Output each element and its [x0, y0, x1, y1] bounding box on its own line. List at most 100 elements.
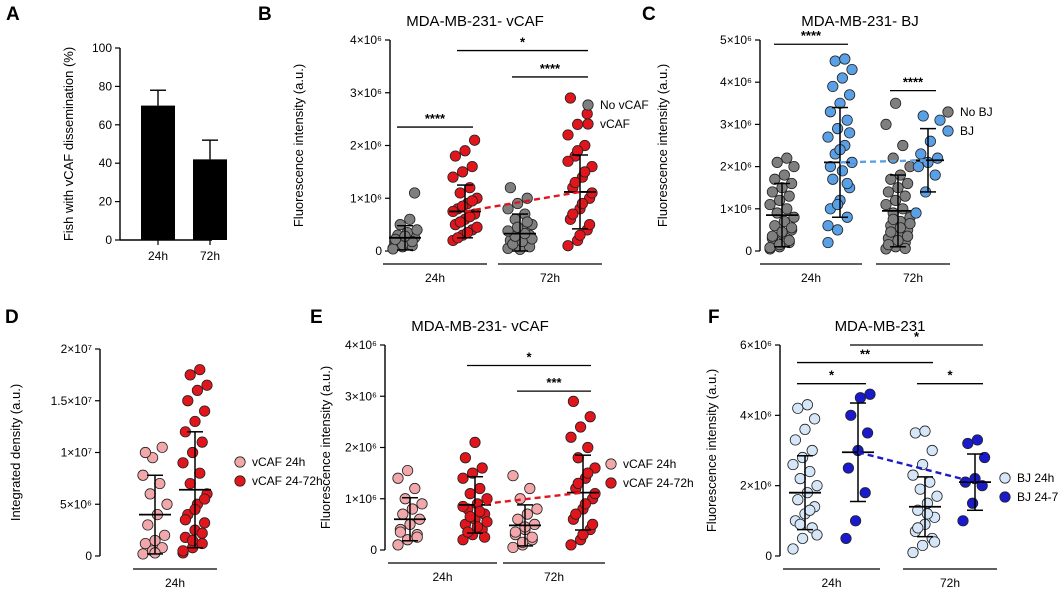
data-point: [521, 508, 534, 520]
data-point: [404, 213, 416, 225]
significance-label: *: [526, 350, 532, 365]
x-group-label: 24h: [801, 271, 821, 285]
significance-label: *: [520, 35, 526, 50]
data-point: [161, 498, 173, 510]
data-point: [582, 467, 594, 479]
data-point: [843, 127, 856, 139]
data-point: [894, 222, 907, 234]
data-point: [471, 221, 483, 233]
data-point: [201, 379, 213, 391]
data-point: [781, 152, 793, 164]
x-group-label: 72h: [903, 271, 923, 285]
y-axis-label: Fluorescence intensity (a.u.): [291, 64, 306, 227]
bar: [193, 159, 227, 240]
data-point: [924, 135, 937, 147]
panel-letter: B: [258, 4, 272, 25]
y-axis-label: Fish with vCAF dissemination (%): [61, 47, 76, 241]
data-point: [904, 217, 916, 230]
panel-letter: A: [6, 4, 20, 25]
data-point: [579, 166, 591, 178]
data-point: [509, 526, 522, 538]
data-point: [569, 176, 581, 189]
panel-letter: D: [5, 307, 19, 328]
data-point: [456, 200, 469, 212]
data-point: [915, 148, 927, 160]
data-point: [978, 451, 991, 464]
data-point: [839, 53, 851, 65]
data-point: [468, 134, 481, 146]
data-point: [924, 476, 936, 488]
data-point: [447, 171, 459, 183]
data-point: [836, 165, 849, 177]
y-tick-label: 60: [99, 118, 113, 132]
legend-marker: [605, 477, 617, 489]
data-point: [822, 131, 834, 143]
data-point: [901, 177, 914, 190]
data-point: [897, 203, 909, 215]
data-point: [794, 473, 806, 485]
x-group-label: 72h: [940, 576, 960, 590]
data-point: [562, 129, 574, 141]
x-group-label: 24h: [432, 570, 452, 584]
data-point: [409, 482, 421, 495]
y-tick-label: 0: [765, 549, 772, 563]
data-point: [887, 213, 899, 225]
significance-label: *: [947, 368, 953, 383]
y-tick-label: 2×10⁶: [740, 479, 772, 493]
bar: [141, 105, 175, 240]
data-point: [577, 529, 589, 541]
legend-marker: [234, 456, 246, 468]
data-point: [389, 233, 401, 245]
data-point: [574, 421, 587, 433]
data-point: [137, 548, 149, 560]
data-point: [880, 118, 892, 131]
data-point: [769, 173, 781, 185]
data-point: [849, 515, 862, 527]
data-point: [392, 472, 404, 484]
data-point: [792, 402, 804, 414]
data-point: [184, 369, 196, 381]
data-point: [567, 395, 580, 407]
data-point: [827, 173, 839, 185]
data-point: [783, 190, 795, 202]
y-tick-label: 1×10⁶: [720, 202, 752, 216]
x-group-label: 24h: [821, 576, 841, 590]
chart-title: MDA-MB-231: [835, 318, 926, 335]
data-point: [769, 220, 781, 232]
data-point: [831, 198, 844, 211]
y-tick-label: 80: [99, 79, 113, 93]
data-point: [567, 208, 579, 220]
y-tick-label: 2×10⁶: [350, 139, 382, 153]
y-tick-label: 4×10⁶: [740, 408, 772, 422]
data-point: [199, 493, 211, 505]
data-point: [476, 462, 488, 474]
x-group-label: 72h: [544, 570, 564, 584]
data-point: [811, 529, 823, 541]
data-point: [570, 508, 582, 520]
data-point: [919, 425, 931, 437]
data-point: [801, 399, 814, 411]
data-point: [808, 413, 821, 425]
x-group-label: 72h: [540, 271, 560, 285]
data-point: [831, 224, 844, 236]
y-tick-label: 1.5×10⁷: [51, 394, 92, 408]
data-point: [582, 441, 594, 454]
data-point: [846, 63, 858, 76]
data-point: [889, 97, 902, 109]
data-point: [916, 539, 929, 552]
data-point: [764, 242, 776, 254]
y-tick-label: 4×10⁶: [345, 338, 377, 352]
data-point: [564, 92, 577, 104]
chart-title: MDA-MB-231- vCAF: [411, 318, 549, 335]
y-tick-label: 0: [105, 233, 112, 247]
data-point: [572, 477, 584, 489]
data-point: [787, 543, 799, 555]
data-point: [461, 226, 473, 239]
data-point: [177, 545, 189, 557]
data-point: [571, 118, 584, 131]
data-point: [794, 518, 806, 530]
data-point: [771, 207, 783, 219]
data-point: [912, 504, 924, 516]
data-point: [196, 436, 208, 448]
panel-letter: E: [310, 307, 323, 328]
